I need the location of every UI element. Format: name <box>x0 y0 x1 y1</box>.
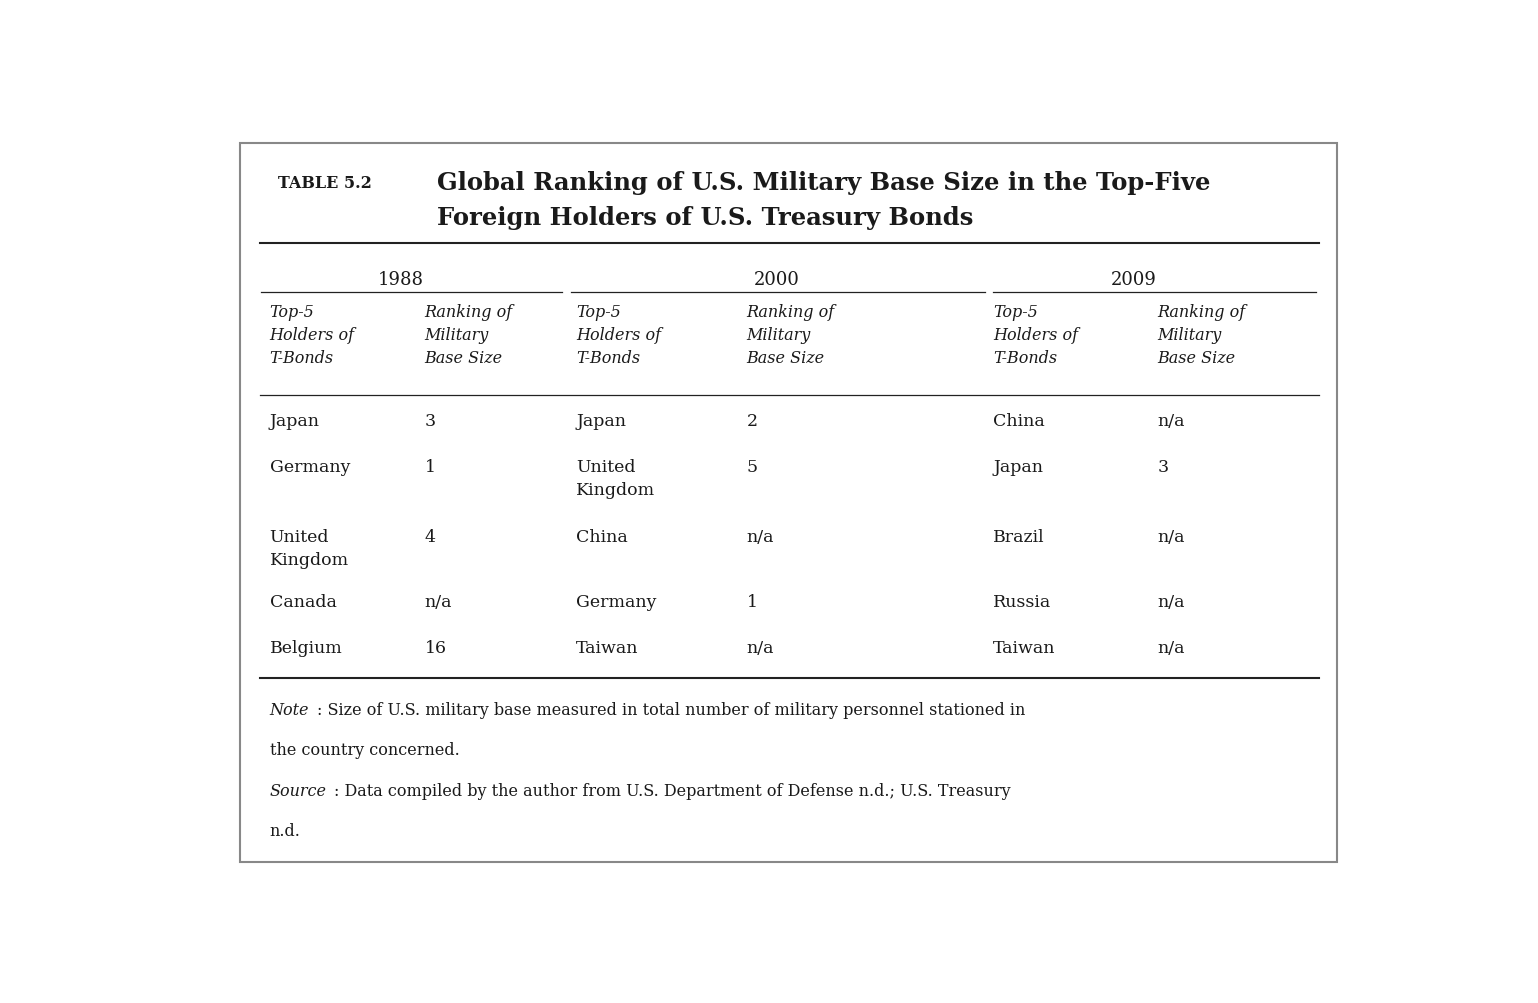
Text: Top-5
Holders of
T-Bonds: Top-5 Holders of T-Bonds <box>269 304 355 367</box>
Text: China: China <box>994 412 1044 429</box>
Text: Source: Source <box>269 782 326 799</box>
Text: Note: Note <box>269 701 309 718</box>
Text: n/a: n/a <box>1158 529 1186 545</box>
Text: 1: 1 <box>424 458 435 475</box>
Text: Top-5
Holders of
T-Bonds: Top-5 Holders of T-Bonds <box>577 304 661 367</box>
Text: Belgium: Belgium <box>269 639 343 656</box>
Text: China: China <box>577 529 628 545</box>
Text: 2009: 2009 <box>1110 271 1157 289</box>
Text: 3: 3 <box>424 412 435 429</box>
Text: : Data compiled by the author from U.S. Department of Defense n.d.; U.S. Treasur: : Data compiled by the author from U.S. … <box>334 782 1010 799</box>
Text: United
Kingdom: United Kingdom <box>577 458 655 498</box>
Text: Russia: Russia <box>994 594 1052 611</box>
Text: 2000: 2000 <box>754 271 800 289</box>
Text: the country concerned.: the country concerned. <box>269 741 460 758</box>
Text: n/a: n/a <box>1158 412 1186 429</box>
Text: n/a: n/a <box>1158 639 1186 656</box>
Text: Ranking of
Military
Base Size: Ranking of Military Base Size <box>1158 304 1246 367</box>
Text: Taiwan: Taiwan <box>994 639 1055 656</box>
Text: n/a: n/a <box>424 594 452 611</box>
Text: n/a: n/a <box>746 529 774 545</box>
Text: Germany: Germany <box>577 594 657 611</box>
Text: Ranking of
Military
Base Size: Ranking of Military Base Size <box>424 304 512 367</box>
Text: Germany: Germany <box>269 458 351 475</box>
Text: 1988: 1988 <box>378 271 424 289</box>
Text: n/a: n/a <box>746 639 774 656</box>
Text: Top-5
Holders of
T-Bonds: Top-5 Holders of T-Bonds <box>994 304 1078 367</box>
Text: 5: 5 <box>746 458 758 475</box>
Text: Japan: Japan <box>577 412 626 429</box>
Text: 2: 2 <box>746 412 758 429</box>
Text: 3: 3 <box>1158 458 1169 475</box>
Text: Japan: Japan <box>269 412 320 429</box>
Text: Global Ranking of U.S. Military Base Size in the Top-Five: Global Ranking of U.S. Military Base Siz… <box>437 171 1210 195</box>
Text: Foreign Holders of U.S. Treasury Bonds: Foreign Holders of U.S. Treasury Bonds <box>437 206 974 230</box>
Text: Canada: Canada <box>269 594 337 611</box>
Text: Taiwan: Taiwan <box>577 639 638 656</box>
Text: Ranking of
Military
Base Size: Ranking of Military Base Size <box>746 304 835 367</box>
Text: United
Kingdom: United Kingdom <box>269 529 349 568</box>
Text: Brazil: Brazil <box>994 529 1044 545</box>
Text: Japan: Japan <box>994 458 1043 475</box>
Text: n.d.: n.d. <box>269 822 300 840</box>
Text: n/a: n/a <box>1158 594 1186 611</box>
Text: TABLE 5.2: TABLE 5.2 <box>278 175 372 192</box>
Text: : Size of U.S. military base measured in total number of military personnel stat: : Size of U.S. military base measured in… <box>317 701 1026 718</box>
Text: 4: 4 <box>424 529 435 545</box>
Text: 1: 1 <box>746 594 758 611</box>
Text: 16: 16 <box>424 639 446 656</box>
